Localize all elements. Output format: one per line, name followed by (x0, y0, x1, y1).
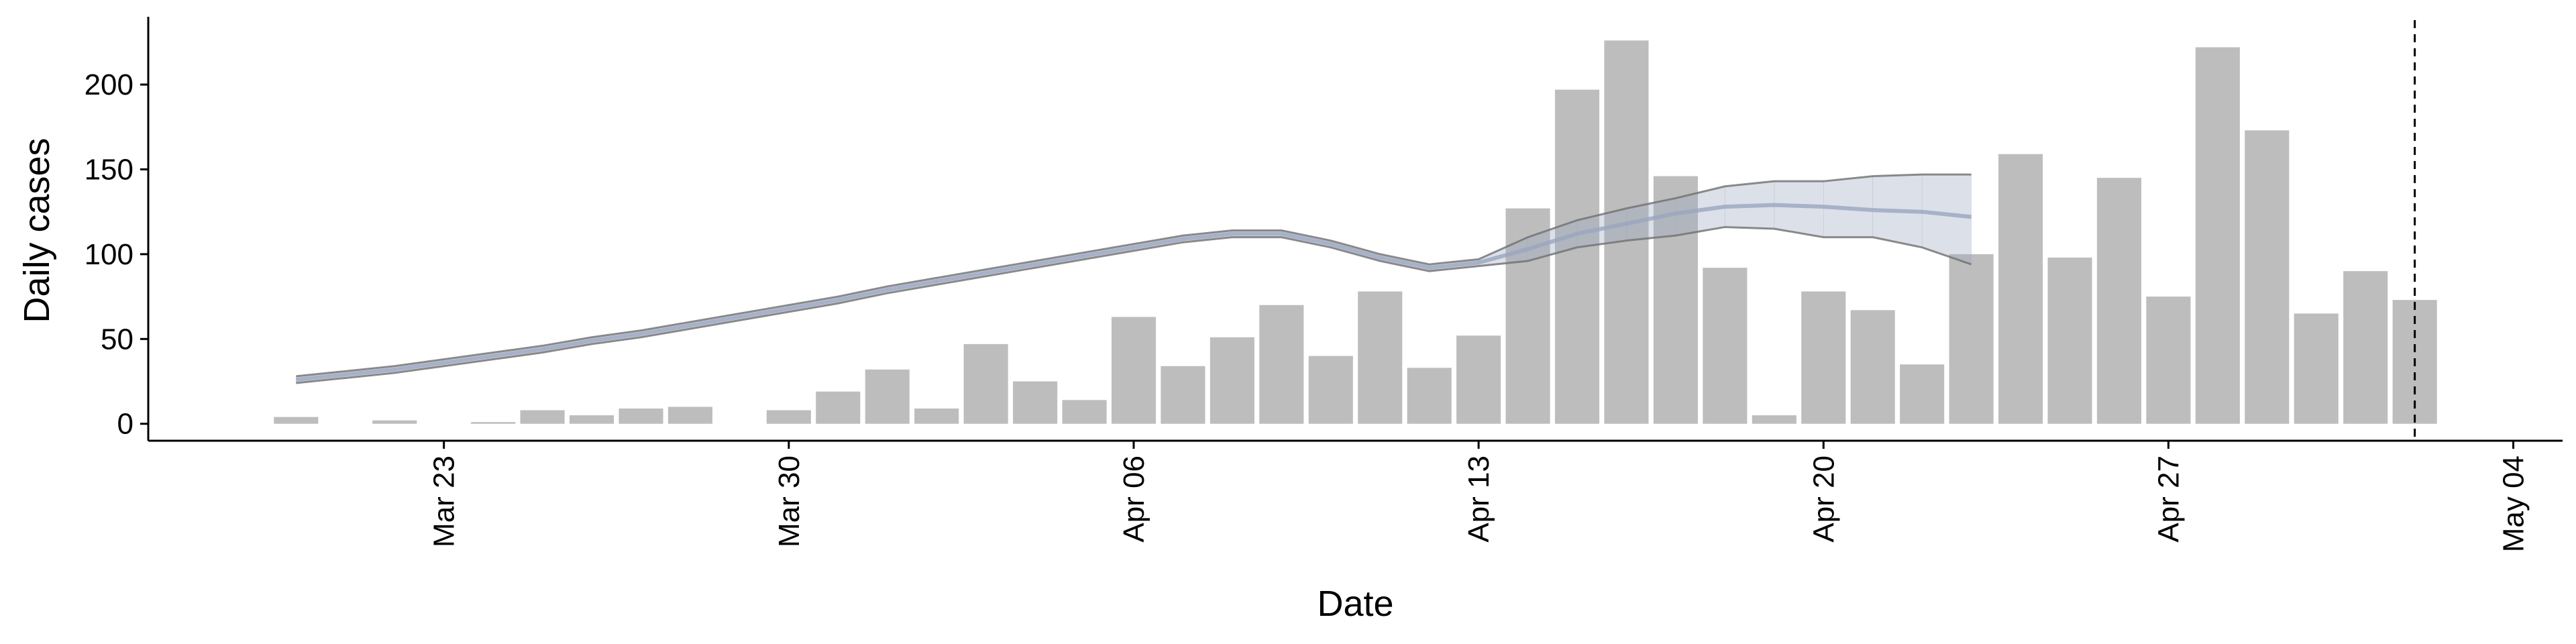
bar (372, 420, 417, 424)
x-tick-label: May 04 (2498, 455, 2530, 552)
y-axis-label: Daily cases (17, 138, 57, 323)
y-tick-label: 0 (117, 408, 133, 441)
y-tick-label: 200 (85, 68, 133, 101)
bar (2146, 297, 2191, 424)
bar (2294, 313, 2339, 424)
bar (520, 410, 565, 424)
bar (2245, 130, 2290, 424)
bar (1407, 368, 1452, 424)
bar (914, 408, 959, 424)
bar (1062, 400, 1107, 424)
bar (1801, 291, 1846, 424)
bar (1111, 317, 1157, 424)
bar (816, 391, 861, 424)
bar (2047, 257, 2092, 424)
bar (1161, 366, 1205, 424)
bar (1850, 310, 1895, 424)
bar (1752, 415, 1796, 424)
bar (2096, 178, 2142, 424)
bar (963, 343, 1008, 424)
bar (2343, 271, 2388, 424)
bar (1900, 364, 1945, 424)
y-tick-label: 100 (85, 238, 133, 271)
bar (1259, 305, 1304, 424)
x-tick-label: Apr 20 (1807, 455, 1840, 543)
y-tick-label: 150 (85, 153, 133, 186)
x-tick-label: Mar 23 (428, 455, 461, 547)
upper-line (296, 173, 1972, 378)
bar (1013, 381, 1058, 424)
bar (471, 422, 516, 424)
x-tick-label: Apr 27 (2152, 455, 2185, 543)
bar (667, 407, 712, 424)
median-line (296, 203, 1972, 382)
bar (1210, 337, 1254, 424)
bar (1554, 89, 1600, 424)
ribbon-segment (1774, 180, 1824, 237)
x-tick-label: Mar 30 (773, 455, 806, 547)
bar (619, 408, 663, 424)
bar (1456, 335, 1501, 424)
x-tick-label: Apr 13 (1462, 455, 1495, 543)
bar (569, 415, 614, 424)
bar (1604, 40, 1649, 424)
bar (1358, 291, 1403, 424)
x-axis-label: Date (1317, 584, 1393, 624)
bar (1703, 268, 1748, 424)
y-tick-label: 50 (101, 323, 133, 356)
bar (1308, 356, 1353, 424)
bar (2195, 47, 2240, 424)
bar (1949, 254, 1994, 424)
lower-line (296, 225, 1972, 384)
bar (766, 410, 811, 424)
bar (865, 369, 910, 424)
bar (274, 417, 319, 424)
x-tick-label: Apr 06 (1118, 455, 1150, 543)
bar (1998, 154, 2043, 424)
